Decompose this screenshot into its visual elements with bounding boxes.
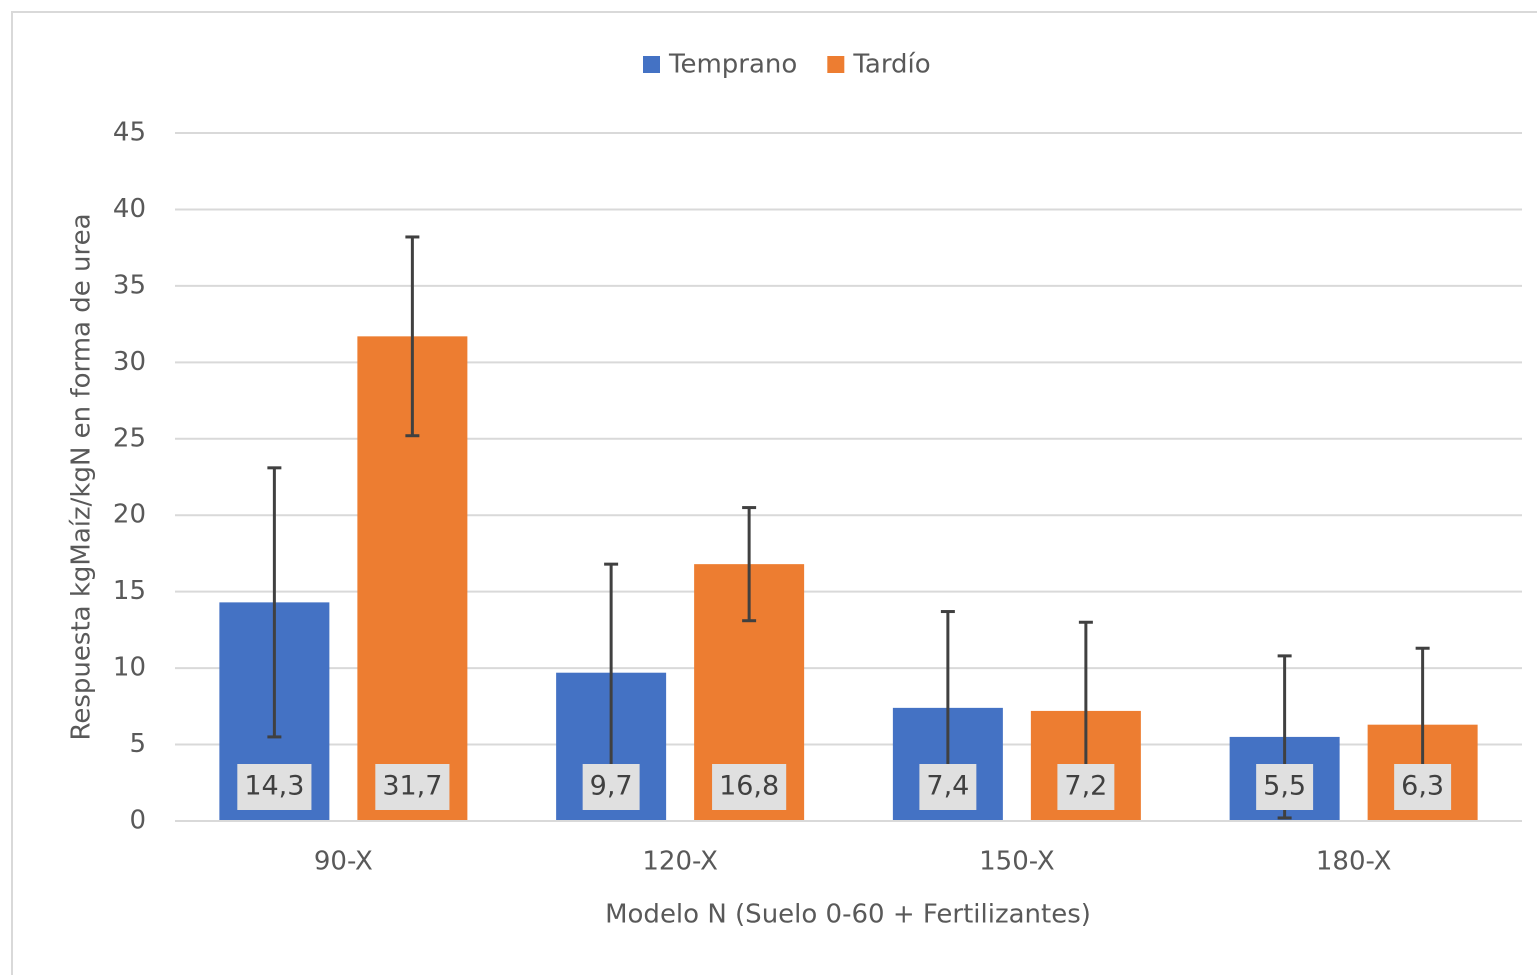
x-tick-label: 90-X xyxy=(314,847,373,877)
y-tick-label: 45 xyxy=(113,118,146,148)
legend-label: Tardío xyxy=(852,50,930,80)
y-tick-label: 35 xyxy=(113,270,146,300)
x-tick-label: 180-X xyxy=(1316,847,1392,877)
value-label: 31,7 xyxy=(382,771,442,802)
legend-label: Temprano xyxy=(668,50,797,80)
legend-swatch xyxy=(827,56,845,73)
value-label-box xyxy=(237,764,312,810)
y-tick-label: 40 xyxy=(113,194,146,224)
value-label: 5,5 xyxy=(1263,771,1306,802)
y-tick-label: 5 xyxy=(129,729,146,759)
value-label: 9,7 xyxy=(590,771,633,802)
y-tick-label: 25 xyxy=(113,423,146,453)
legend-swatch xyxy=(643,56,660,73)
x-tick-label: 150-X xyxy=(979,847,1055,877)
y-tick-label: 20 xyxy=(113,500,146,530)
y-tick-label: 0 xyxy=(129,806,146,836)
x-tick-label: 120-X xyxy=(642,847,718,877)
y-tick-label: 10 xyxy=(113,653,146,683)
value-label-box xyxy=(582,764,640,810)
x-axis-title: Modelo N (Suelo 0-60 + Fertilizantes) xyxy=(605,900,1091,930)
value-label-box xyxy=(1256,764,1314,810)
chart-frame xyxy=(11,11,1537,979)
value-label-box xyxy=(375,764,450,810)
value-label: 7,2 xyxy=(1064,771,1107,802)
y-tick-label: 30 xyxy=(113,347,146,377)
y-tick-label: 15 xyxy=(113,576,146,606)
value-label: 7,4 xyxy=(926,771,969,802)
value-label-box xyxy=(919,764,977,810)
value-label: 6,3 xyxy=(1401,771,1444,802)
value-label: 16,8 xyxy=(719,771,779,802)
value-label: 14,3 xyxy=(244,771,304,802)
y-axis-title: Respuesta kgMaíz/kgN en forma de urea xyxy=(67,213,97,740)
value-label-box xyxy=(1394,764,1452,810)
value-label-box xyxy=(712,764,787,810)
value-label-box xyxy=(1057,764,1115,810)
